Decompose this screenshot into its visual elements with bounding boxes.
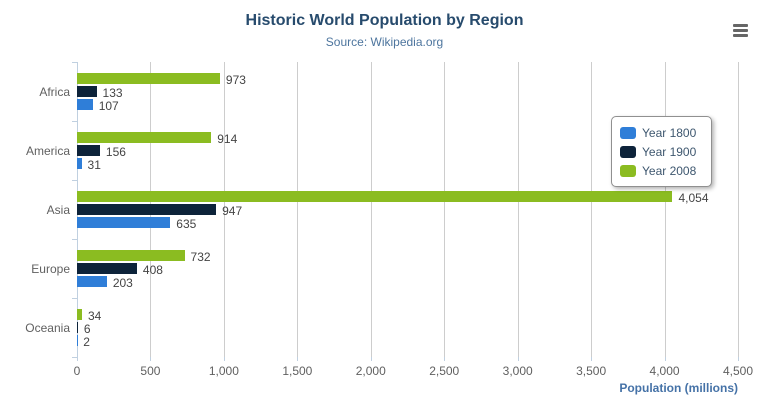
category-label-america: America <box>25 143 70 158</box>
legend-symbol-year-2008 <box>620 164 636 177</box>
x-axis-tick <box>591 357 593 361</box>
category-axis-tick <box>72 239 77 240</box>
x-tick-label: 1,500 <box>282 364 313 378</box>
bar-asia-year-2008[interactable] <box>77 191 673 202</box>
data-label-america-year-2008: 914 <box>217 131 238 146</box>
category-axis-tick <box>72 298 77 299</box>
bar-africa-year-1900[interactable] <box>77 86 97 97</box>
gridline <box>223 62 225 357</box>
category-label-oceania: Oceania <box>25 320 70 335</box>
x-tick-label: 2,000 <box>355 364 386 378</box>
bar-africa-year-1800[interactable] <box>77 99 93 110</box>
bar-africa-year-2008[interactable] <box>77 73 220 84</box>
data-label-europe-year-1800: 203 <box>112 275 133 290</box>
category-axis-tick <box>72 180 77 181</box>
legend-label: Year 2008 <box>642 163 697 178</box>
x-axis-tick <box>77 357 78 361</box>
bar-america-year-1900[interactable] <box>77 145 100 156</box>
category-axis-tick <box>72 62 77 63</box>
x-tick-label: 4,500 <box>722 364 754 378</box>
data-label-asia-year-2008: 4,054 <box>678 190 709 205</box>
chart-subtitle: Source: Wikipedia.org <box>325 35 444 49</box>
data-label-africa-year-2008: 973 <box>225 72 246 87</box>
bar-europe-year-1800[interactable] <box>77 276 107 287</box>
gridline <box>664 62 666 357</box>
data-label-africa-year-1900: 133 <box>102 85 123 100</box>
x-axis-tick <box>444 357 446 361</box>
legend-item-year-2008[interactable]: Year 2008 <box>620 161 703 180</box>
x-axis-title: Population (millions) <box>619 381 738 395</box>
x-axis-tick <box>150 357 152 361</box>
gridline <box>738 62 739 357</box>
bar-america-year-2008[interactable] <box>77 132 212 143</box>
data-label-africa-year-1800: 107 <box>98 98 119 113</box>
x-tick-label: 3,500 <box>576 364 607 378</box>
legend: Year 1800 Year 1900 Year 2008 <box>611 116 712 187</box>
chart-title: Historic World Population by Region <box>245 12 524 29</box>
legend-label: Year 1900 <box>642 144 697 159</box>
data-label-oceania-year-1900: 6 <box>83 321 91 336</box>
gridline <box>517 62 519 357</box>
legend-item-year-1800[interactable]: Year 1800 <box>620 123 703 142</box>
data-label-europe-year-1900: 408 <box>142 262 163 277</box>
bar-asia-year-1900[interactable] <box>77 204 217 215</box>
legend-symbol-year-1800 <box>620 126 636 139</box>
category-axis-tick <box>72 121 77 122</box>
x-tick-label: 4,000 <box>649 364 680 378</box>
category-label-africa: Africa <box>39 84 70 99</box>
legend-label: Year 1800 <box>642 125 697 140</box>
bar-asia-year-1800[interactable] <box>77 217 171 228</box>
x-tick-label: 0 <box>73 364 81 378</box>
bar-europe-year-2008[interactable] <box>77 250 185 261</box>
x-axis-tick <box>738 357 739 361</box>
x-axis-tick <box>297 357 299 361</box>
gridline <box>297 62 299 357</box>
x-tick-label: 2,500 <box>429 364 460 378</box>
data-label-europe-year-2008: 732 <box>190 249 211 264</box>
x-tick-label: 500 <box>140 364 161 378</box>
data-label-america-year-1800: 31 <box>87 157 101 172</box>
x-axis-tick <box>664 357 666 361</box>
x-tick-label: 3,000 <box>502 364 533 378</box>
bar-oceania-year-2008[interactable] <box>77 309 82 320</box>
gridline <box>591 62 593 357</box>
data-label-oceania-year-1800: 2 <box>83 334 90 349</box>
gridline <box>444 62 446 357</box>
hamburger-menu-icon[interactable] <box>733 24 748 37</box>
bar-oceania-year-1900[interactable] <box>77 322 78 333</box>
category-axis-tick <box>72 357 77 358</box>
x-axis-tick <box>370 357 372 361</box>
legend-item-year-1900[interactable]: Year 1900 <box>620 142 703 161</box>
data-label-asia-year-1900: 947 <box>222 203 243 218</box>
x-axis-tick <box>517 357 519 361</box>
category-label-asia: Asia <box>46 202 70 217</box>
legend-symbol-year-1900 <box>620 145 636 158</box>
category-label-europe: Europe <box>31 261 70 276</box>
gridline <box>370 62 372 357</box>
bar-europe-year-1900[interactable] <box>77 263 137 274</box>
bar-america-year-1800[interactable] <box>77 158 82 169</box>
data-label-asia-year-1800: 635 <box>176 216 197 231</box>
data-label-america-year-1900: 156 <box>105 144 126 159</box>
data-label-oceania-year-2008: 34 <box>87 308 102 323</box>
x-tick-label: 1,000 <box>208 364 239 378</box>
x-axis-tick <box>223 357 225 361</box>
